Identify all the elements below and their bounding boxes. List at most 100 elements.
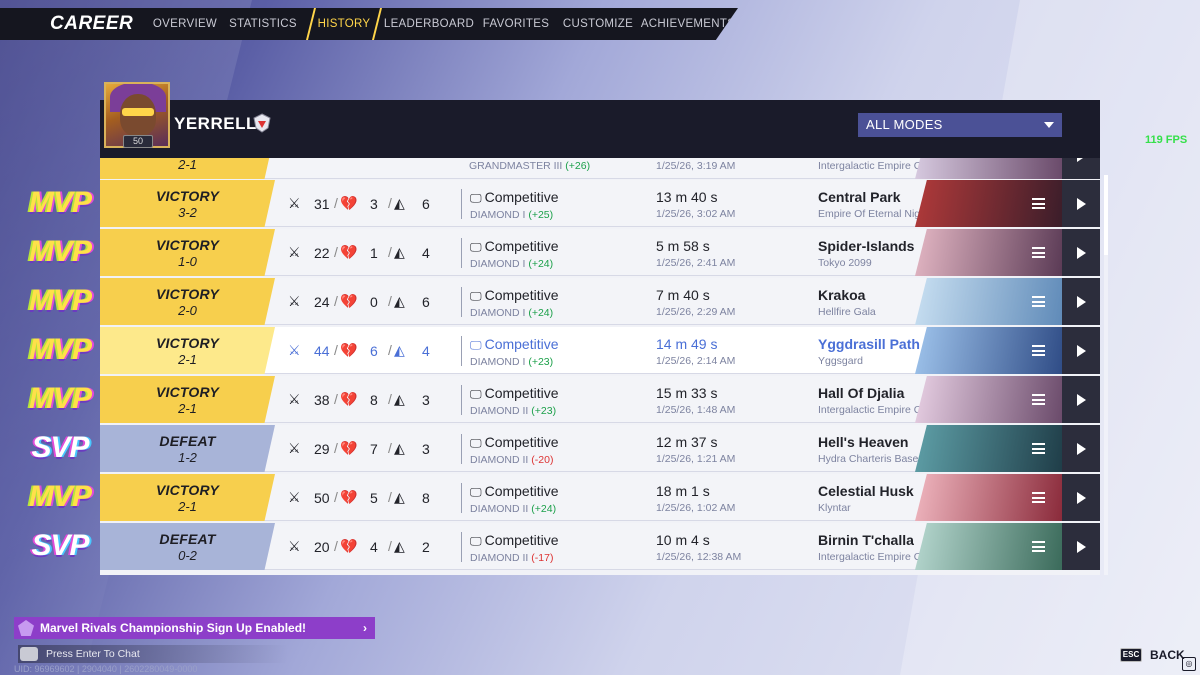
tab-favorites[interactable]: FAVORITES	[482, 18, 550, 30]
kills-swords-icon: ⚔	[288, 195, 301, 211]
menu-icon[interactable]	[1032, 296, 1045, 307]
match-duration: 7 m 40 s	[656, 287, 710, 303]
table-row[interactable]: VICTORY 2-1 ⚔ 50 / 💔 5 / ◭ 8 🖵 Competitiv…	[100, 474, 1100, 521]
table-row[interactable]: DEFEAT 0-2 ⚔ 20 / 💔 4 / ◭ 2 🖵 Competitive…	[100, 523, 1100, 570]
monitor-icon: 🖵	[470, 240, 482, 254]
svp-award: SVP	[31, 431, 89, 464]
match-timestamp: 1/25/26, 1:48 AM	[656, 404, 736, 416]
deaths-value: 4	[370, 539, 378, 555]
map-cell: Krakoa Hellfire Gala	[818, 287, 988, 318]
map-subtitle: Klyntar	[818, 502, 851, 514]
replay-button[interactable]	[1062, 158, 1100, 179]
svp-award: SVP	[31, 529, 89, 562]
kills-swords-icon: ⚔	[288, 440, 301, 456]
monitor-icon: 🖵	[470, 436, 482, 450]
result-cell: DEFEAT 0-2	[100, 523, 275, 570]
match-duration: 12 m 37 s	[656, 434, 718, 450]
scrollbar-thumb[interactable]	[1104, 175, 1108, 255]
assists-value: 6	[422, 294, 430, 310]
deaths-value: 1	[370, 245, 378, 261]
rank-label: DIAMOND II	[470, 503, 529, 515]
page-title: CAREER	[50, 13, 134, 34]
tab-customize[interactable]: CUSTOMIZE	[562, 18, 634, 30]
kda-cell: ⚔ 24 / 💔 0 / ◭ 6	[288, 293, 438, 311]
top-nav: CAREER OVERVIEW STATISTICS HISTORY LEADE…	[0, 8, 738, 40]
settings-corner-icon[interactable]: ◎	[1182, 657, 1196, 671]
rank-change: (-17)	[531, 552, 554, 564]
rank-change: (-20)	[531, 454, 554, 466]
match-history-list[interactable]: 2-1 GRANDMASTER III (+26) 1/25/26, 3:19 …	[100, 158, 1100, 575]
assists-value: 3	[422, 392, 430, 408]
mvp-award: MVP	[28, 186, 92, 219]
table-row[interactable]: VICTORY 1-0 ⚔ 22 / 💔 1 / ◭ 4 🖵 Competitiv…	[100, 229, 1100, 276]
username: YERRELL	[174, 114, 257, 133]
menu-icon[interactable]	[1032, 492, 1045, 503]
menu-icon[interactable]	[1032, 198, 1045, 209]
match-result: VICTORY	[155, 335, 220, 351]
mode-name: Competitive	[484, 434, 559, 450]
replay-button[interactable]	[1062, 474, 1100, 521]
divider: /	[334, 195, 338, 211]
kills-value: 29	[314, 441, 330, 457]
replay-button[interactable]	[1062, 425, 1100, 472]
table-row[interactable]: DEFEAT 1-2 ⚔ 29 / 💔 7 / ◭ 3 🖵 Competitive…	[100, 425, 1100, 472]
replay-button[interactable]	[1062, 180, 1100, 227]
rivals-logo-icon	[18, 620, 34, 636]
match-result: VICTORY	[155, 188, 220, 204]
tab-statistics[interactable]: STATISTICS	[229, 18, 297, 30]
avatar-visor	[122, 108, 154, 116]
rank-label: DIAMOND II	[470, 552, 529, 564]
map-name: Hell's Heaven	[818, 434, 909, 450]
table-row-partial[interactable]: 2-1 GRANDMASTER III (+26) 1/25/26, 3:19 …	[100, 158, 1100, 179]
table-row[interactable]: VICTORY 2-1 ⚔ 38 / 💔 8 / ◭ 3 🖵 Competitiv…	[100, 376, 1100, 423]
back-button[interactable]: BACK	[1150, 648, 1185, 662]
scrollbar[interactable]	[1104, 175, 1108, 575]
assists-icon: ◭	[394, 244, 405, 260]
replay-button[interactable]	[1062, 229, 1100, 276]
replay-button[interactable]	[1062, 278, 1100, 325]
replay-button[interactable]	[1062, 327, 1100, 374]
tab-history[interactable]: HISTORY	[306, 8, 382, 40]
match-score: 1-2	[178, 450, 197, 465]
match-timestamp: 1/25/26, 2:29 AM	[656, 306, 736, 318]
menu-icon[interactable]	[1032, 443, 1045, 454]
map-name: Central Park	[818, 189, 901, 205]
result-cell: VICTORY 2-1	[100, 327, 275, 374]
divider: /	[388, 391, 392, 407]
mode-name: Competitive	[484, 238, 559, 254]
club-crest-icon	[253, 113, 271, 133]
mode-cell: 🖵 Competitive DIAMOND I (+24)	[461, 287, 641, 319]
mode-cell: GRANDMASTER III (+26)	[461, 158, 641, 172]
match-duration: 18 m 1 s	[656, 483, 710, 499]
championship-banner[interactable]: Marvel Rivals Championship Sign Up Enabl…	[14, 617, 375, 639]
assists-value: 4	[422, 343, 430, 359]
mode-filter-dropdown[interactable]: ALL MODES	[858, 113, 1062, 137]
match-result: VICTORY	[155, 237, 220, 253]
deaths-broken-heart-icon: 💔	[340, 538, 358, 554]
replay-button[interactable]	[1062, 376, 1100, 423]
assists-icon: ◭	[394, 342, 405, 358]
tab-achievements[interactable]: ACHIEVEMENTS	[640, 18, 736, 30]
map-cell: Hell's Heaven Hydra Charteris Base	[818, 434, 988, 465]
table-row[interactable]: VICTORY 2-1 ⚔ 44 / 💔 6 / ◭ 4 🖵 Competitiv…	[100, 327, 1100, 374]
match-timestamp: 1/25/26, 3:02 AM	[656, 208, 736, 220]
divider: /	[388, 440, 392, 456]
menu-icon[interactable]	[1032, 247, 1045, 258]
table-row[interactable]: VICTORY 3-2 ⚔ 31 / 💔 3 / ◭ 6 🖵 Competitiv…	[100, 180, 1100, 227]
map-cell: Spider-Islands Tokyo 2099	[818, 238, 988, 269]
duration-cell: 7 m 40 s 1/25/26, 2:29 AM	[656, 287, 735, 318]
tab-leaderboard[interactable]: LEADERBOARD	[383, 18, 475, 30]
esc-key-icon[interactable]: ESC	[1120, 648, 1142, 662]
rank-change: (+24)	[531, 503, 557, 515]
chat-hint[interactable]: Press Enter To Chat	[18, 645, 288, 663]
tab-overview[interactable]: OVERVIEW	[152, 18, 218, 30]
kills-value: 20	[314, 539, 330, 555]
menu-icon[interactable]	[1032, 394, 1045, 405]
replay-button[interactable]	[1062, 523, 1100, 570]
menu-icon[interactable]	[1032, 345, 1045, 356]
table-row[interactable]: VICTORY 2-0 ⚔ 24 / 💔 0 / ◭ 6 🖵 Competitiv…	[100, 278, 1100, 325]
match-timestamp: 1/25/26, 2:14 AM	[656, 355, 736, 367]
menu-icon[interactable]	[1032, 541, 1045, 552]
assists-value: 8	[422, 490, 430, 506]
map-name: Celestial Husk	[818, 483, 914, 499]
